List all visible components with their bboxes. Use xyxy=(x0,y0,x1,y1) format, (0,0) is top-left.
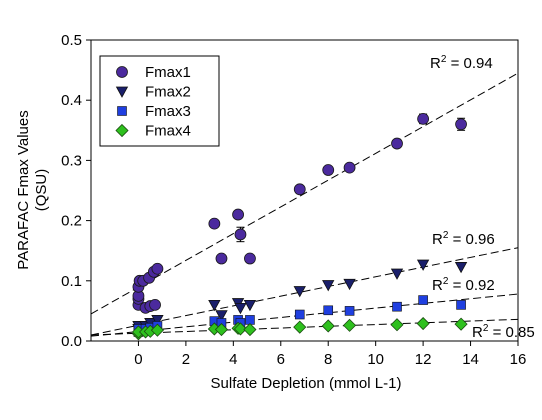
y-tick-label: 0.1 xyxy=(61,273,82,290)
fmax1-point xyxy=(322,164,335,176)
fmax4-r2-value: = 0.85 xyxy=(488,324,534,341)
fmax1-r2-value: = 0.94 xyxy=(446,55,492,72)
fmax1-point xyxy=(343,161,356,174)
fmax4-r2-label: R2 = 0.85 xyxy=(472,323,535,341)
y-tick-label: 0.4 xyxy=(61,92,82,109)
fmax2-legend-marker xyxy=(115,86,129,98)
fmax3-legend-marker xyxy=(117,106,127,116)
fmax3-point xyxy=(294,309,305,320)
fmax1-point xyxy=(208,217,221,230)
fmax1-point xyxy=(391,137,403,150)
fmax4-point xyxy=(214,322,229,337)
x-tick-label: 16 xyxy=(510,351,527,368)
fmax1-point xyxy=(417,112,430,125)
fmax2-point xyxy=(208,299,221,312)
fmax2-trendline xyxy=(91,247,518,336)
fmax2-point xyxy=(293,286,306,298)
x-tick-label: 2 xyxy=(182,351,190,368)
x-tick-label: 6 xyxy=(277,351,285,368)
y-tick-label: 0.3 xyxy=(61,152,82,169)
trendline-layer xyxy=(91,72,518,337)
fmax1-point xyxy=(149,298,161,311)
fmax4-legend-marker xyxy=(115,123,129,138)
y-tick-label: 0.5 xyxy=(61,32,82,49)
fmax2-point xyxy=(322,280,335,292)
x-tick-label: 4 xyxy=(229,351,237,368)
fmax4-r2-superscript: 2 xyxy=(483,323,489,334)
x-tick-label: 8 xyxy=(324,351,332,368)
y-tick-label: 0.2 xyxy=(61,213,82,230)
x-axis-title: Sulfate Depletion (mmol L-1) xyxy=(211,375,402,392)
fmax4-point xyxy=(416,316,430,331)
fmax1-trendline xyxy=(91,72,518,315)
fmax2-point xyxy=(215,310,228,322)
plot-frame xyxy=(90,39,519,342)
fmax4-point xyxy=(243,322,257,337)
y-axis-title-line1: PARAFAC Fmax Values xyxy=(15,110,32,270)
fmax3-point xyxy=(323,305,334,316)
fmax4-point xyxy=(454,317,468,331)
fmax2-point xyxy=(234,302,247,315)
fmax4-point xyxy=(343,318,357,332)
fmax3-r2-prefix: R xyxy=(432,277,443,294)
fmax3-point xyxy=(456,300,466,310)
fmax2-point xyxy=(243,299,257,312)
fmax1-point xyxy=(234,228,247,241)
fmax1-r2-label: R2 = 0.94 xyxy=(430,54,493,72)
axis-layer: 0 2 4 6 8 10 12 14 16 0.0 0.1 0.2 0.3 0.4 0.5 xyxy=(61,32,526,368)
fmax2-point xyxy=(390,268,404,280)
fmax3-legend-label: Fmax3 xyxy=(145,103,191,120)
fmax1-point xyxy=(151,262,164,275)
fmax2-r2-label: R2 = 0.96 xyxy=(432,230,495,248)
fmax2-point xyxy=(454,262,468,274)
fmax2-point xyxy=(416,259,430,271)
x-tick-label: 10 xyxy=(367,351,384,368)
fmax3-r2-superscript: 2 xyxy=(443,276,449,287)
fmax3-point xyxy=(418,295,428,305)
fmax1-legend-marker xyxy=(116,66,128,78)
fmax2-point xyxy=(343,278,356,291)
fmax1-r2-superscript: 2 xyxy=(441,54,447,65)
fmax3-r2-label: R2 = 0.92 xyxy=(432,276,495,294)
fmax1-point xyxy=(455,118,467,131)
fmax3-point xyxy=(344,306,355,316)
fmax1-point xyxy=(244,252,256,265)
fmax1-point xyxy=(215,252,228,265)
fmax2-point xyxy=(151,315,164,327)
y-axis-title-line2: (QSU) xyxy=(33,169,50,212)
fmax4-point xyxy=(293,320,307,334)
fmax2-r2-superscript: 2 xyxy=(443,230,449,241)
legend: Fmax1 Fmax2 Fmax3 Fmax4 xyxy=(99,55,220,147)
fmax3-r2-value: = 0.92 xyxy=(448,277,494,294)
fmax4-r2-prefix: R xyxy=(472,324,483,341)
fmax1-legend-label: Fmax1 xyxy=(145,64,191,81)
fmax4-point xyxy=(321,319,335,333)
x-tick-label: 14 xyxy=(462,351,479,368)
x-tick-label: 0 xyxy=(134,351,142,368)
fmax4-legend-label: Fmax4 xyxy=(145,123,191,140)
fmax4-point xyxy=(390,318,404,332)
fmax4-point xyxy=(233,322,248,336)
fmax1-point xyxy=(232,208,244,221)
fmax1-r2-prefix: R xyxy=(430,55,441,72)
point-layer xyxy=(131,112,468,341)
fmax1-point xyxy=(293,183,306,196)
fmax2-legend-label: Fmax2 xyxy=(145,84,191,101)
y-tick-label: 0.0 xyxy=(61,333,82,350)
fmax4-point xyxy=(150,323,164,337)
fmax3-point xyxy=(392,301,402,312)
x-tick-label: 12 xyxy=(415,351,432,368)
fmax2-r2-prefix: R xyxy=(432,231,443,248)
fmax2-r2-value: = 0.96 xyxy=(448,231,494,248)
